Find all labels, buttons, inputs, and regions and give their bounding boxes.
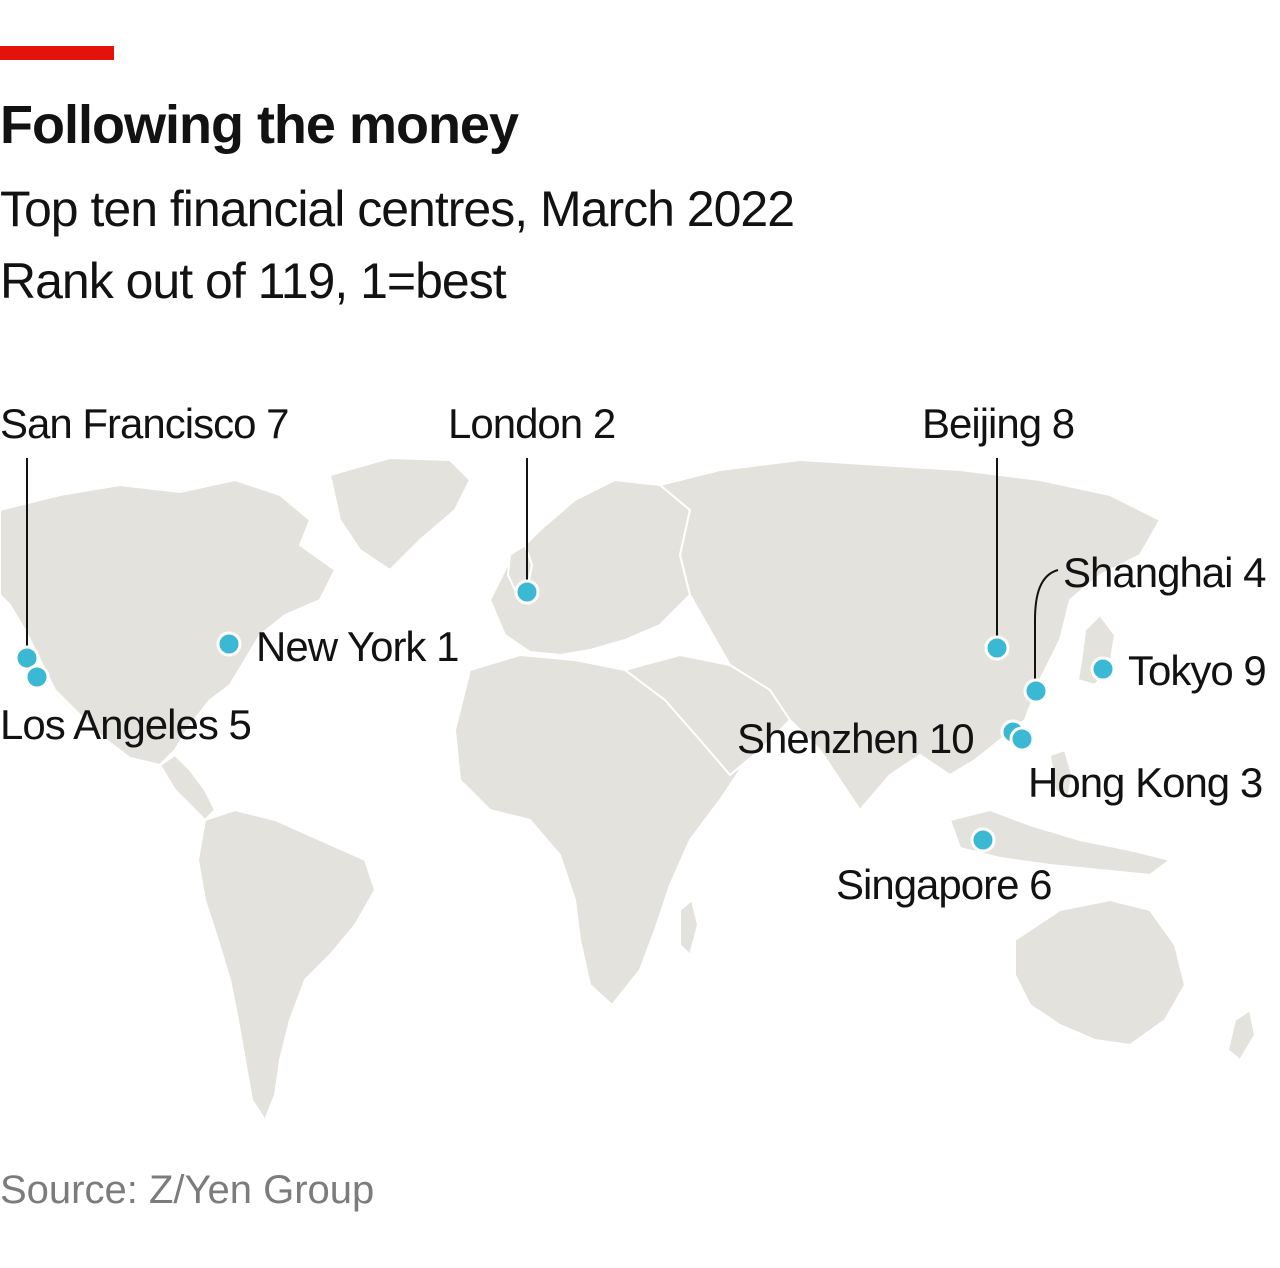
- central-america-shape: [159, 754, 216, 821]
- city-label-new-york: New York 1: [256, 623, 458, 670]
- city-marker-beijing[interactable]: [984, 635, 1010, 661]
- city-marker-london[interactable]: [514, 579, 540, 605]
- city-label-singapore: Singapore 6: [836, 861, 1052, 908]
- world-map: San Francisco 7 London 2 Beijing 8 Shang…: [0, 400, 1267, 1121]
- chart-subtitle: Top ten financial centres, March 2022: [0, 181, 795, 237]
- philippines-shape: [1049, 749, 1073, 801]
- city-labels: San Francisco 7 London 2 Beijing 8 Shang…: [0, 400, 1267, 908]
- city-label-london: London 2: [448, 400, 615, 447]
- south-america-shape: [197, 809, 376, 1121]
- city-markers: [14, 579, 1116, 853]
- city-label-los-angeles: Los Angeles 5: [0, 701, 251, 748]
- australia-shape: [1014, 899, 1186, 1046]
- city-marker-singapore[interactable]: [970, 827, 996, 853]
- asia-shape: [659, 459, 1161, 811]
- chart-title: Following the money: [0, 95, 519, 155]
- city-marker-los-angeles[interactable]: [24, 664, 50, 690]
- accent-bar: [0, 46, 114, 60]
- leader-lines: [26, 458, 1059, 680]
- city-label-shanghai: Shanghai 4: [1063, 549, 1266, 596]
- city-label-hong-kong: Hong Kong 3: [1028, 759, 1262, 806]
- leader-line-shanghai: [1034, 569, 1059, 680]
- land-masses: [0, 457, 1256, 1121]
- greenland-shape: [329, 457, 471, 571]
- city-marker-new-york[interactable]: [216, 631, 242, 657]
- source-note: Source: Z/Yen Group: [0, 1168, 375, 1212]
- city-marker-tokyo[interactable]: [1090, 656, 1116, 682]
- city-label-tokyo: Tokyo 9: [1128, 647, 1266, 694]
- new-zealand-shape: [1227, 1009, 1256, 1061]
- city-marker-hong-kong[interactable]: [1009, 726, 1035, 752]
- middle-east-shape: [624, 654, 791, 776]
- chart-note: Rank out of 119, 1=best: [0, 253, 507, 309]
- city-label-beijing: Beijing 8: [922, 400, 1074, 447]
- city-label-shenzhen: Shenzhen 10: [737, 715, 974, 762]
- madagascar-shape: [679, 899, 699, 956]
- indonesia-shape: [949, 809, 1171, 876]
- city-label-san-francisco: San Francisco 7: [0, 400, 288, 447]
- city-marker-shanghai[interactable]: [1023, 678, 1049, 704]
- city-marker-san-francisco[interactable]: [14, 645, 40, 671]
